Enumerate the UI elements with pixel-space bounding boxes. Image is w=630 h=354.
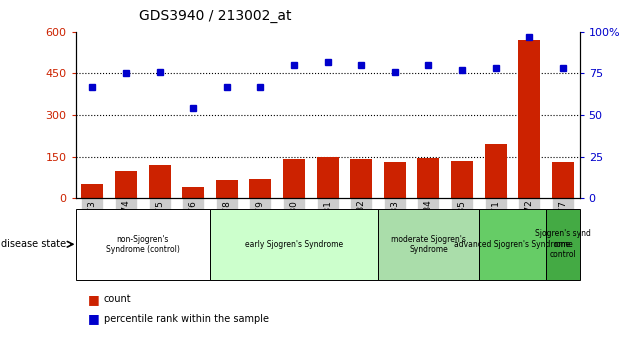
Bar xyxy=(81,184,103,198)
Bar xyxy=(115,171,137,198)
Text: disease state: disease state xyxy=(1,239,66,249)
Bar xyxy=(384,162,406,198)
Bar xyxy=(317,156,338,198)
Text: percentile rank within the sample: percentile rank within the sample xyxy=(104,314,269,324)
Text: count: count xyxy=(104,294,132,304)
Text: advanced Sjogren's Syndrome: advanced Sjogren's Syndrome xyxy=(454,240,570,249)
Bar xyxy=(350,159,372,198)
Bar xyxy=(149,165,171,198)
Bar xyxy=(249,179,272,198)
Text: non-Sjogren's
Syndrome (control): non-Sjogren's Syndrome (control) xyxy=(106,235,180,254)
Bar xyxy=(182,187,204,198)
Bar xyxy=(552,162,574,198)
Text: ■: ■ xyxy=(88,312,100,325)
Text: moderate Sjogren's
Syndrome: moderate Sjogren's Syndrome xyxy=(391,235,466,254)
Text: early Sjogren's Syndrome: early Sjogren's Syndrome xyxy=(245,240,343,249)
Text: ■: ■ xyxy=(88,293,100,306)
Bar xyxy=(518,40,540,198)
Bar xyxy=(216,180,238,198)
Bar xyxy=(283,159,305,198)
Bar xyxy=(484,144,507,198)
Bar xyxy=(451,161,473,198)
Bar xyxy=(418,158,439,198)
Text: Sjogren's synd
rome
control: Sjogren's synd rome control xyxy=(535,229,591,259)
Text: GDS3940 / 213002_at: GDS3940 / 213002_at xyxy=(139,9,291,23)
